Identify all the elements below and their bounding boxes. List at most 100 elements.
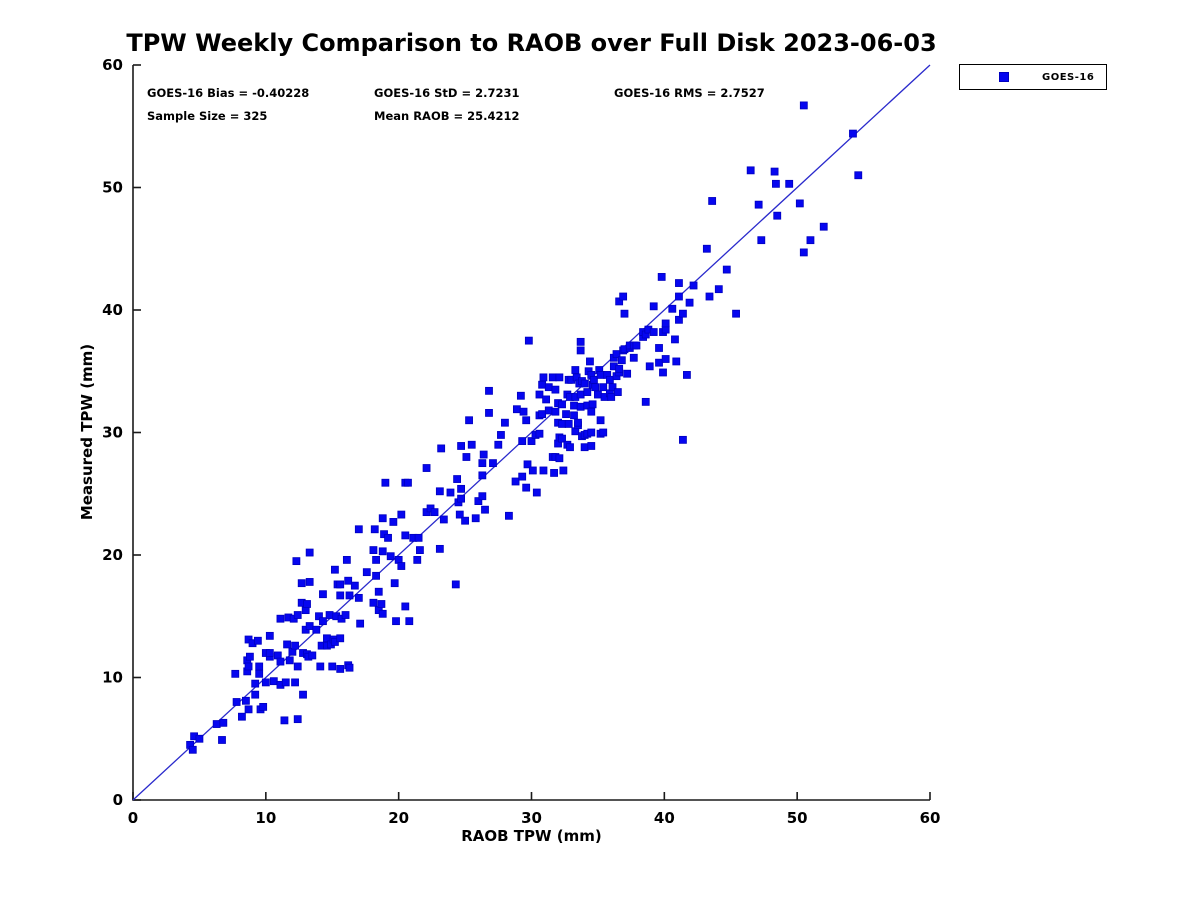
scatter-point [255,662,264,671]
scatter-point [576,390,585,399]
scatter-point [276,657,285,666]
scatter-point [389,518,398,526]
scatter-point [672,357,681,366]
x-axis-label: RAOB TPW (mm) [461,827,602,845]
y-tick-label: 50 [102,179,123,197]
scatter-point [590,375,598,384]
scatter-point [580,379,589,388]
scatter-point [620,309,629,318]
scatter-point [354,593,363,602]
scatter-point [548,373,557,382]
scatter-point [795,199,804,208]
scatter-point [219,718,228,727]
scatter-point [374,587,383,596]
scatter-point [799,101,808,110]
scatter-point [588,400,597,409]
scatter-point [566,443,574,452]
x-tick-label: 20 [388,809,409,827]
y-tick-label: 10 [102,669,123,687]
scatter-point [345,663,354,672]
scatter-point [587,428,596,437]
scatter-point [285,656,294,665]
scatter-point [308,651,317,660]
scatter-point [435,487,444,496]
scatter-point [416,546,424,554]
scatter-point [331,565,339,574]
scatter-point [544,383,553,392]
scatter-point [489,459,497,468]
scatter-point [599,383,608,392]
scatter-point [293,662,302,671]
scatter-point [283,640,291,649]
scatter-point [689,281,698,290]
y-tick-label: 20 [102,546,123,564]
scatter-point [319,617,327,626]
stat-rms: GOES-16 RMS = 2.7527 [614,86,765,100]
scatter-point [538,410,547,419]
y-tick-label: 30 [102,424,123,442]
scatter-point [661,319,670,328]
y-tick-label: 0 [113,791,123,809]
scatter-point [453,475,462,483]
scatter-point [465,416,473,425]
scatter-point [212,720,221,728]
scatter-point [671,335,679,344]
scatter-point [819,222,828,231]
scatter-point [370,525,379,534]
scatter-point [564,420,573,428]
scatter-point [675,279,683,287]
scatter-point [457,442,465,450]
scatter-point [854,171,863,180]
scatter-point [372,571,380,580]
stat-std: GOES-16 StD = 2.7231 [374,86,520,100]
scatter-point [806,236,815,245]
scatter-point [705,292,714,301]
scatter-point [414,533,423,542]
scatter-point [232,698,241,706]
scatter-point [316,662,325,671]
scatter-point [397,562,406,570]
scatter-point [558,420,566,428]
scatter-point [512,405,521,414]
scatter-point [386,552,395,561]
x-tick-label: 60 [920,809,941,827]
scatter-point [405,617,414,626]
scatter-point [369,546,378,554]
stat-bias: GOES-16 Bias = -0.40228 [147,86,310,100]
scatter-point [471,514,480,523]
scatter-point [356,619,365,628]
scatter-point [344,576,353,585]
scatter-point [305,578,314,586]
scatter-point [451,580,460,589]
scatter-point [341,611,350,619]
scatter-point [494,440,503,449]
scatter-point [457,494,465,503]
scatter-point [551,385,560,394]
scatter-point [255,669,264,678]
scatter-point [570,411,578,420]
scatter-point [550,469,558,477]
scatter-point [299,690,307,699]
scatter-point [799,248,808,257]
scatter-point [328,662,337,671]
scatter-point [629,353,638,362]
scatter-point [655,344,663,352]
scatter-point [558,400,566,409]
scatter-point [305,548,314,557]
scatter-point [702,244,711,253]
scatter-point [481,505,489,514]
stat-sample-size: Sample Size = 325 [147,109,268,123]
scatter-point [522,483,531,492]
chart-title: TPW Weekly Comparison to RAOB over Full … [126,29,937,57]
scatter-point [342,556,351,564]
stat-mean-raob: Mean RAOB = 25.4212 [374,109,520,123]
scatter-point [770,167,779,176]
scatter-point [280,716,289,725]
scatter-point [437,444,446,453]
scatter-point [591,383,600,392]
scatter-point [632,341,641,350]
scatter-point [538,380,547,389]
scatter-point [242,696,250,705]
scatter-point [297,579,306,588]
